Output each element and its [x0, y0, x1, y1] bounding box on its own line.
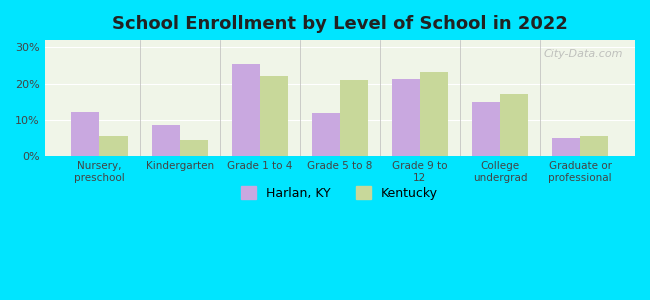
Text: City-Data.com: City-Data.com — [543, 50, 623, 59]
Bar — [580, 136, 608, 156]
Legend: Harlan, KY, Kentucky: Harlan, KY, Kentucky — [235, 180, 445, 206]
Bar — [231, 64, 260, 156]
Bar — [392, 79, 420, 156]
Bar — [260, 76, 288, 156]
Bar — [500, 94, 528, 156]
Bar — [72, 112, 99, 156]
Bar — [472, 102, 500, 156]
Bar — [420, 72, 448, 156]
Bar — [340, 80, 368, 156]
Bar — [151, 125, 179, 156]
Bar — [552, 138, 580, 156]
Title: School Enrollment by Level of School in 2022: School Enrollment by Level of School in … — [112, 15, 567, 33]
Bar — [179, 140, 207, 156]
Bar — [312, 113, 340, 156]
Bar — [99, 136, 127, 156]
